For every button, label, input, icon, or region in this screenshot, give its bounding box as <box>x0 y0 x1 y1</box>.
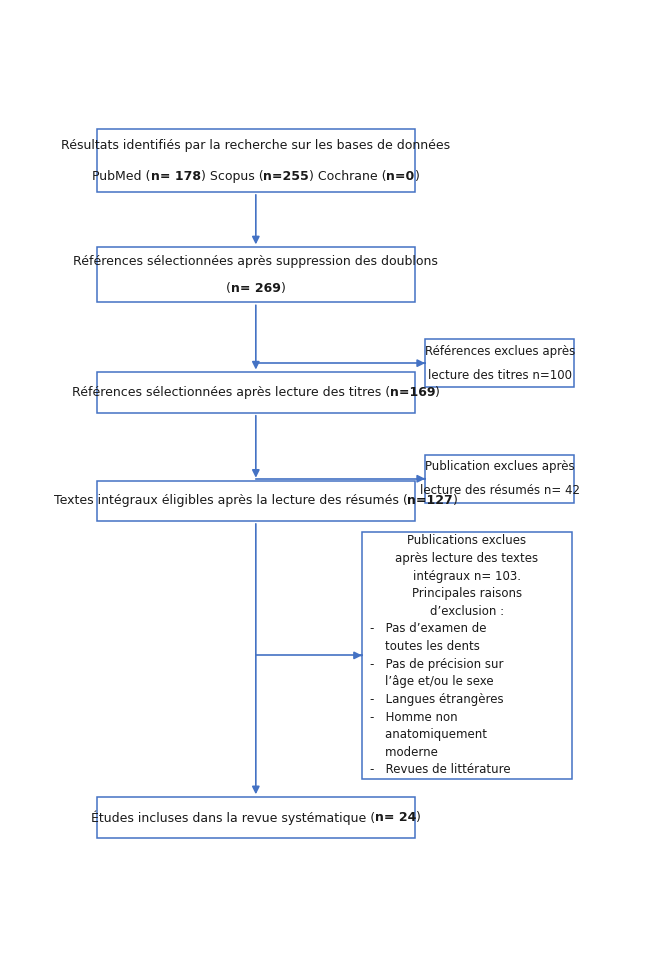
Text: Références sélectionnées après lecture des titres (: Références sélectionnées après lecture d… <box>72 386 390 399</box>
Text: n=0: n=0 <box>387 170 415 183</box>
Text: ): ) <box>415 170 419 183</box>
Bar <box>96 373 415 413</box>
Bar <box>96 797 415 837</box>
Text: toutes les dents: toutes les dents <box>370 641 479 653</box>
Bar <box>96 481 415 521</box>
Text: ): ) <box>435 386 440 399</box>
Text: moderne: moderne <box>370 746 437 759</box>
Text: -   Revues de littérature: - Revues de littérature <box>370 764 510 776</box>
Text: anatomiquement: anatomiquement <box>370 728 486 741</box>
Text: Textes intégraux éligibles après la lecture des résumés (: Textes intégraux éligibles après la lect… <box>53 494 408 508</box>
Text: n= 24: n= 24 <box>375 811 416 824</box>
Text: l’âge et/ou le sexe: l’âge et/ou le sexe <box>370 675 493 688</box>
Text: (: ( <box>226 282 231 295</box>
Text: Références sélectionnées après suppression des doublons: Références sélectionnées après suppressi… <box>74 254 438 268</box>
Text: PubMed (: PubMed ( <box>92 170 151 183</box>
Text: ): ) <box>453 494 458 508</box>
Text: Publication exclues après: Publication exclues après <box>425 460 574 473</box>
Text: -   Pas d’examen de: - Pas d’examen de <box>370 622 486 636</box>
Text: ) Scopus (: ) Scopus ( <box>201 170 263 183</box>
Bar <box>96 248 415 302</box>
Bar <box>362 532 572 779</box>
Text: -   Pas de précision sur: - Pas de précision sur <box>370 658 503 671</box>
Text: d’exclusion :: d’exclusion : <box>430 605 504 618</box>
Text: Références exclues après: Références exclues après <box>424 345 575 358</box>
Text: Résultats identifiés par la recherche sur les bases de données: Résultats identifiés par la recherche su… <box>61 139 451 152</box>
Text: n=127: n=127 <box>408 494 453 508</box>
Bar <box>96 129 415 192</box>
Text: n=169: n=169 <box>390 386 435 399</box>
Text: intégraux n= 103.: intégraux n= 103. <box>413 570 521 582</box>
Text: lecture des résumés n= 42: lecture des résumés n= 42 <box>420 484 580 497</box>
Text: n= 269: n= 269 <box>231 282 281 295</box>
Text: lecture des titres n=100: lecture des titres n=100 <box>428 369 572 381</box>
Bar <box>425 455 574 503</box>
Text: Publications exclues: Publications exclues <box>408 534 526 548</box>
Text: n= 178: n= 178 <box>151 170 201 183</box>
Text: -   Homme non: - Homme non <box>370 710 457 724</box>
Bar <box>425 339 574 387</box>
Text: Études incluses dans la revue systématique (: Études incluses dans la revue systématiq… <box>91 810 375 825</box>
Text: ): ) <box>416 811 421 824</box>
Text: ) Cochrane (: ) Cochrane ( <box>309 170 387 183</box>
Text: après lecture des textes: après lecture des textes <box>395 552 539 565</box>
Text: n=255: n=255 <box>263 170 309 183</box>
Text: ): ) <box>281 282 286 295</box>
Text: -   Langues étrangères: - Langues étrangères <box>370 693 503 706</box>
Text: Principales raisons: Principales raisons <box>411 587 522 600</box>
